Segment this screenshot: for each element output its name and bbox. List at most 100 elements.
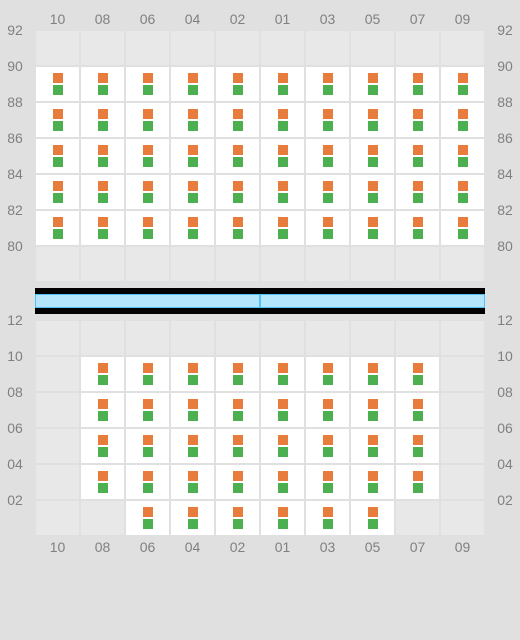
seat-cell[interactable] bbox=[395, 356, 440, 392]
seat-cell[interactable] bbox=[125, 428, 170, 464]
seat-cell[interactable] bbox=[395, 174, 440, 210]
seat-cell[interactable] bbox=[395, 210, 440, 246]
seat-marker-bottom-icon bbox=[323, 411, 333, 421]
seat-cell[interactable] bbox=[170, 138, 215, 174]
seat-cell[interactable] bbox=[440, 210, 485, 246]
seat-cell[interactable] bbox=[80, 392, 125, 428]
seat-cell[interactable] bbox=[170, 428, 215, 464]
seat-cell[interactable] bbox=[170, 356, 215, 392]
seat-cell[interactable] bbox=[305, 66, 350, 102]
seat-cell[interactable] bbox=[80, 66, 125, 102]
seat-cell[interactable] bbox=[170, 66, 215, 102]
seat-cell[interactable] bbox=[215, 392, 260, 428]
seat-cell[interactable] bbox=[305, 102, 350, 138]
seat-cell[interactable] bbox=[80, 210, 125, 246]
seat-cell[interactable] bbox=[215, 66, 260, 102]
seat-cell[interactable] bbox=[215, 174, 260, 210]
seat-cell[interactable] bbox=[80, 428, 125, 464]
seat-cell[interactable] bbox=[350, 210, 395, 246]
seat-cell[interactable] bbox=[305, 210, 350, 246]
seat-cell[interactable] bbox=[305, 174, 350, 210]
seat-marker-top-icon bbox=[143, 181, 153, 191]
seat-cell[interactable] bbox=[440, 138, 485, 174]
seat-cell[interactable] bbox=[35, 138, 80, 174]
seat-marker-top-icon bbox=[413, 471, 423, 481]
seat-cell[interactable] bbox=[125, 174, 170, 210]
seat-cell[interactable] bbox=[125, 102, 170, 138]
seat-cell[interactable] bbox=[260, 102, 305, 138]
seat-cell[interactable] bbox=[305, 138, 350, 174]
empty-cell bbox=[80, 320, 125, 356]
seat-cell[interactable] bbox=[215, 138, 260, 174]
seat-marker-top-icon bbox=[458, 217, 468, 227]
seat-cell[interactable] bbox=[80, 102, 125, 138]
seat-cell[interactable] bbox=[170, 210, 215, 246]
col-label: 05 bbox=[350, 536, 395, 558]
seat-marker-top-icon bbox=[323, 73, 333, 83]
seat-cell[interactable] bbox=[125, 500, 170, 536]
seat-cell[interactable] bbox=[35, 102, 80, 138]
seat-cell[interactable] bbox=[170, 102, 215, 138]
seat-cell[interactable] bbox=[350, 138, 395, 174]
seat-cell[interactable] bbox=[305, 500, 350, 536]
seat-cell[interactable] bbox=[215, 356, 260, 392]
seat-cell[interactable] bbox=[260, 138, 305, 174]
seat-cell[interactable] bbox=[260, 428, 305, 464]
seat-cell[interactable] bbox=[215, 210, 260, 246]
seat-cell[interactable] bbox=[395, 428, 440, 464]
seat-cell[interactable] bbox=[215, 102, 260, 138]
seat-cell[interactable] bbox=[170, 500, 215, 536]
seat-cell[interactable] bbox=[305, 428, 350, 464]
seat-cell[interactable] bbox=[350, 356, 395, 392]
seat-cell[interactable] bbox=[80, 174, 125, 210]
seat-cell[interactable] bbox=[350, 174, 395, 210]
top-grid-wrap: 92908886848280 92908886848280 bbox=[35, 30, 485, 282]
seat-cell[interactable] bbox=[170, 392, 215, 428]
seat-cell[interactable] bbox=[260, 66, 305, 102]
seat-cell[interactable] bbox=[350, 464, 395, 500]
seat-cell[interactable] bbox=[350, 500, 395, 536]
seat-cell[interactable] bbox=[80, 138, 125, 174]
seat-cell[interactable] bbox=[305, 356, 350, 392]
seat-cell[interactable] bbox=[80, 356, 125, 392]
seat-cell[interactable] bbox=[440, 102, 485, 138]
seat-cell[interactable] bbox=[350, 428, 395, 464]
seat-cell[interactable] bbox=[125, 464, 170, 500]
seat-cell[interactable] bbox=[170, 174, 215, 210]
seat-cell[interactable] bbox=[260, 464, 305, 500]
empty-cell bbox=[170, 30, 215, 66]
seat-cell[interactable] bbox=[260, 210, 305, 246]
seat-cell[interactable] bbox=[350, 66, 395, 102]
seat-cell[interactable] bbox=[260, 392, 305, 428]
bottom-column-labels: 10080604020103050709 bbox=[35, 536, 485, 558]
seat-cell[interactable] bbox=[260, 356, 305, 392]
seat-cell[interactable] bbox=[260, 174, 305, 210]
seat-cell[interactable] bbox=[170, 464, 215, 500]
seat-cell[interactable] bbox=[260, 500, 305, 536]
seat-cell[interactable] bbox=[125, 138, 170, 174]
seat-cell[interactable] bbox=[350, 392, 395, 428]
seat-cell[interactable] bbox=[440, 174, 485, 210]
seat-cell[interactable] bbox=[440, 66, 485, 102]
seat-cell[interactable] bbox=[35, 210, 80, 246]
seat-cell[interactable] bbox=[125, 392, 170, 428]
seat-cell[interactable] bbox=[395, 66, 440, 102]
seat-cell[interactable] bbox=[215, 428, 260, 464]
seat-cell[interactable] bbox=[395, 102, 440, 138]
seat-cell[interactable] bbox=[395, 392, 440, 428]
seat-cell[interactable] bbox=[395, 464, 440, 500]
seat-cell[interactable] bbox=[125, 356, 170, 392]
seat-cell[interactable] bbox=[305, 464, 350, 500]
seat-cell[interactable] bbox=[35, 174, 80, 210]
seat-cell[interactable] bbox=[80, 464, 125, 500]
seat-cell[interactable] bbox=[395, 138, 440, 174]
seat-cell[interactable] bbox=[305, 392, 350, 428]
seat-cell[interactable] bbox=[125, 66, 170, 102]
seat-cell[interactable] bbox=[125, 210, 170, 246]
seat-marker-top-icon bbox=[368, 109, 378, 119]
seat-cell[interactable] bbox=[215, 464, 260, 500]
empty-cell bbox=[35, 320, 80, 356]
seat-cell[interactable] bbox=[350, 102, 395, 138]
seat-cell[interactable] bbox=[215, 500, 260, 536]
seat-cell[interactable] bbox=[35, 66, 80, 102]
